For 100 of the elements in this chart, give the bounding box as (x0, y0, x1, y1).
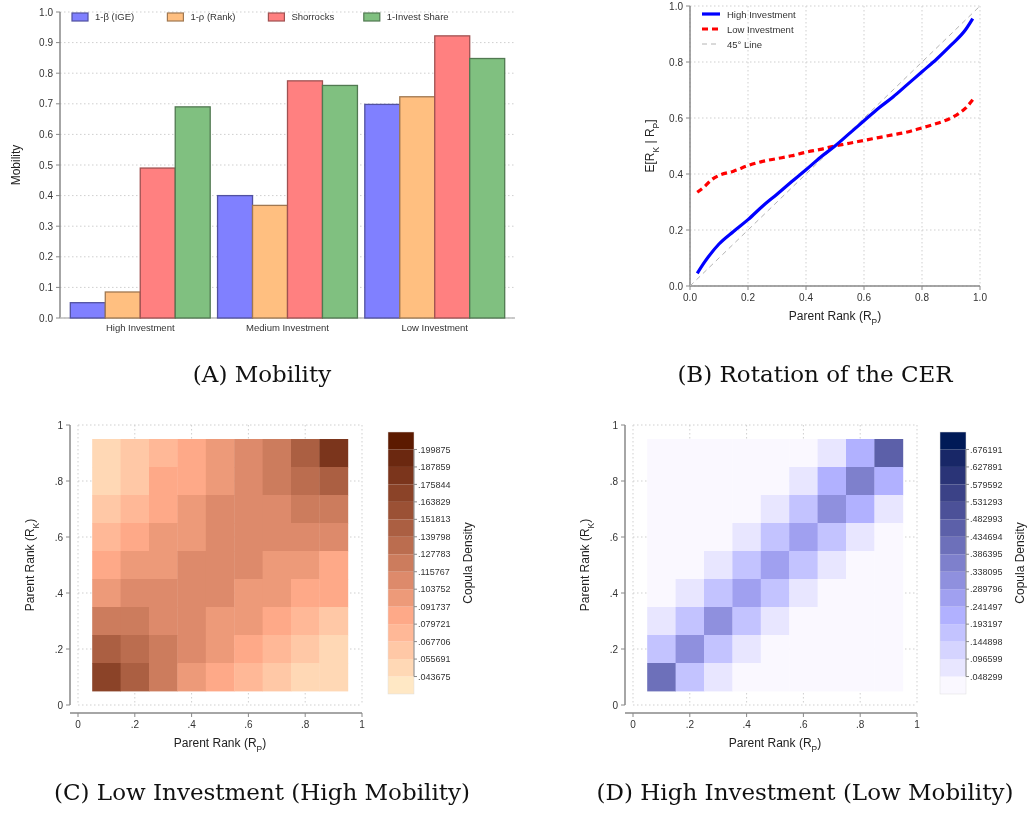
y-tick-label: 1.0 (669, 0, 684, 12)
bar (104, 291, 141, 319)
text: (B) Rotation of the CER (677, 361, 954, 387)
y-tick-label: 1 (612, 419, 619, 431)
y-tick-label: 0.4 (39, 190, 54, 202)
color-bar-label: .067706 (418, 636, 451, 647)
color-bar-label: .289796 (970, 584, 1003, 595)
line-series (695, 98, 975, 194)
color-bar-label: .579592 (970, 479, 1003, 490)
y-tick-label: 1 (57, 419, 64, 431)
y-tick-label: 0.5 (39, 159, 54, 171)
y-tick-label: 0.8 (669, 56, 684, 68)
x-axis-title: Parent Rank (R$_{P}$) (728, 736, 822, 754)
x-tick-label: .2 (130, 719, 140, 730)
x-tick-label: 0.8 (915, 292, 930, 303)
y-tick-label: 0.2 (669, 224, 684, 236)
x-tick-label: .6 (244, 719, 254, 730)
y-tick-label: 0.6 (669, 112, 684, 124)
x-tick-label: .8 (856, 719, 865, 730)
y-tick-label: 0 (612, 699, 619, 711)
color-bar-label: .676191 (970, 444, 1003, 455)
y-tick-label: 0.9 (39, 37, 54, 49)
color-bar-label: .187859 (418, 462, 451, 473)
y-tick-label: .6 (609, 531, 619, 543)
bar (364, 103, 401, 319)
x-tick-label: 1.0 (973, 292, 988, 303)
x-tick-label: Medium Investment (246, 322, 330, 333)
x-tick-label: 1 (359, 719, 366, 730)
color-bar-label: .151813 (418, 514, 451, 525)
x-tick-label: 0 (75, 719, 82, 730)
color-bar-label: .627891 (970, 462, 1003, 473)
color-bar-label: .193197 (970, 619, 1003, 630)
text: (A) Mobility (192, 361, 332, 387)
y-tick-label: 0.0 (39, 312, 54, 324)
color-bar-label: .043675 (418, 671, 451, 682)
bar (469, 57, 506, 319)
color-bar-label: .199875 (418, 444, 451, 455)
x-tick-label: .8 (301, 719, 310, 730)
color-bar-label: .163829 (418, 497, 451, 508)
y-tick-label: 0.3 (39, 220, 54, 232)
bar (69, 302, 106, 319)
color-bar-label: .096599 (970, 654, 1003, 665)
bar (286, 80, 324, 319)
y-tick-label: 0.8 (39, 67, 54, 79)
y-tick-label: 0.6 (39, 128, 54, 140)
y-tick-label: 0.0 (669, 280, 684, 292)
x-tick-label: Low Investment (401, 322, 469, 333)
text: (C) Low Investment (High Mobility) (54, 779, 470, 805)
x-tick-label: 0.0 (683, 292, 698, 303)
color-bar-title: Copula Density (1013, 522, 1027, 604)
text: (D) High Investment (Low Mobility) (596, 779, 1014, 805)
y-tick-label: .4 (609, 587, 619, 599)
x-tick-label: .4 (187, 719, 197, 730)
bar (399, 96, 436, 319)
bar (139, 167, 176, 319)
x-axis-title: Parent Rank (R$_{P}$) (173, 736, 267, 754)
y-tick-label: 0 (57, 699, 64, 711)
y-tick-label: .2 (609, 643, 619, 655)
color-bar-label: .241497 (970, 601, 1003, 612)
y-tick-label: 0.2 (39, 251, 54, 263)
y-tick-label: 0.7 (39, 98, 54, 110)
legend-label: 1-Invest Share (386, 11, 449, 22)
bar (251, 204, 289, 319)
color-bar-label: .386395 (970, 549, 1003, 560)
color-bar-label: .048299 (970, 671, 1003, 682)
y-tick-label: .2 (54, 643, 64, 655)
legend-label: 1-ρ (Rank) (190, 11, 236, 22)
x-tick-label: .6 (799, 719, 809, 730)
legend-label: 1-β (IGE) (95, 11, 135, 22)
color-bar-label: .482993 (970, 514, 1003, 525)
bar (216, 194, 254, 319)
y-axis-title: Mobility (9, 144, 23, 186)
color-bar-label: .144898 (970, 636, 1003, 647)
x-tick-label: 0.2 (741, 292, 756, 303)
bar (321, 84, 359, 319)
y-tick-label: .8 (609, 475, 619, 487)
y-tick-label: .6 (54, 531, 64, 543)
color-bar-label: .139798 (418, 531, 451, 542)
y-tick-label: 0.1 (39, 281, 54, 293)
color-bar-label: .338095 (970, 566, 1003, 577)
legend-label: High Investment (727, 9, 796, 20)
x-tick-label: 0 (630, 719, 637, 730)
x-tick-label: 0.6 (857, 292, 872, 303)
color-bar-label: .079721 (418, 619, 451, 630)
y-tick-label: .4 (54, 587, 64, 599)
bar (174, 106, 211, 319)
color-bar-label: .115767 (418, 566, 450, 577)
color-bar-label: .055691 (418, 654, 451, 665)
color-bar-label: .434694 (970, 531, 1003, 542)
bar (434, 35, 471, 319)
x-tick-label: 1 (914, 719, 921, 730)
x-tick-label: 0.4 (799, 292, 814, 303)
color-bar-title: Copula Density (461, 522, 475, 604)
x-tick-label: .4 (742, 719, 752, 730)
x-axis-title: Parent Rank (R$_{P}$) (788, 309, 882, 327)
color-bar-label: .531293 (970, 497, 1003, 508)
color-bar-label: .103752 (418, 584, 451, 595)
x-tick-label: .2 (685, 719, 695, 730)
y-tick-label: 0.4 (669, 168, 684, 180)
y-tick-label: .8 (54, 475, 64, 487)
